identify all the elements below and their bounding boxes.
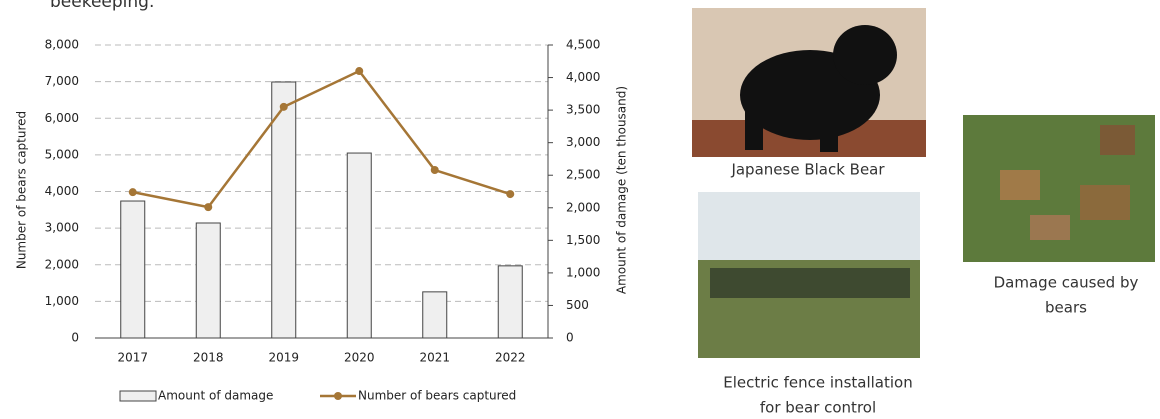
bar [195, 222, 221, 339]
y2-tick-label: 2,500 [566, 168, 600, 182]
x-tick-label: 2020 [344, 351, 375, 365]
y-tick-label: 1,000 [45, 294, 79, 308]
line-point [506, 190, 515, 199]
y2-tick-label: 3,500 [566, 103, 600, 117]
photo-damage [963, 115, 1155, 262]
y2-tick-label: 0 [566, 331, 574, 345]
x-tick-label: 2018 [193, 351, 224, 365]
y-tick-label: 7,000 [45, 74, 79, 88]
line-point [355, 67, 364, 76]
x-tick-label: 2017 [117, 351, 148, 365]
y-tick-label: 2,000 [45, 257, 79, 271]
x-tick-label: 2019 [268, 351, 299, 365]
bar [346, 152, 372, 339]
y-tick-label: 0 [71, 331, 79, 345]
line-point [430, 166, 439, 175]
y2-tick-label: 4,500 [566, 38, 600, 52]
legend-swatch [334, 392, 342, 400]
photo-caption: bears [1045, 299, 1087, 317]
y-tick-label: 6,000 [45, 111, 79, 125]
x-tick-label: 2022 [495, 351, 526, 365]
bar [497, 265, 523, 339]
legend-label: Amount of damage [158, 389, 273, 403]
y-tick-label: 5,000 [45, 147, 79, 161]
line [132, 69, 511, 209]
photo-caption: Japanese Black Bear [730, 161, 885, 179]
line-point [128, 188, 137, 197]
photo-caption: for bear control [760, 399, 876, 417]
y-tick-label: 8,000 [45, 38, 79, 52]
legend-swatch [119, 390, 157, 402]
y2-tick-label: 500 [566, 298, 589, 312]
y2-tick-label: 4,000 [566, 70, 600, 84]
bar [422, 291, 448, 339]
x-tick-label: 2021 [419, 351, 450, 365]
y2-tick-label: 1,500 [566, 233, 600, 247]
y-tick-label: 4,000 [45, 184, 79, 198]
bar [271, 81, 297, 339]
y2-tick-label: 1,000 [566, 265, 600, 279]
y-axis-label: Number of bears captured [15, 111, 29, 269]
y2-axis-label: Amount of damage (ten thousand) [615, 86, 629, 294]
photo-fence [698, 192, 920, 358]
y-tick-label: 3,000 [45, 221, 79, 235]
bar [120, 200, 146, 339]
intro-text: beekeeping. [50, 0, 154, 12]
line-point [279, 102, 288, 111]
legend-label: Number of bears captured [358, 389, 516, 403]
y2-tick-label: 2,000 [566, 200, 600, 214]
photo-bear [692, 8, 926, 157]
photo-caption: Electric fence installation [723, 374, 912, 392]
line-point [204, 203, 213, 212]
photo-caption: Damage caused by [994, 274, 1139, 292]
y2-tick-label: 3,000 [566, 135, 600, 149]
